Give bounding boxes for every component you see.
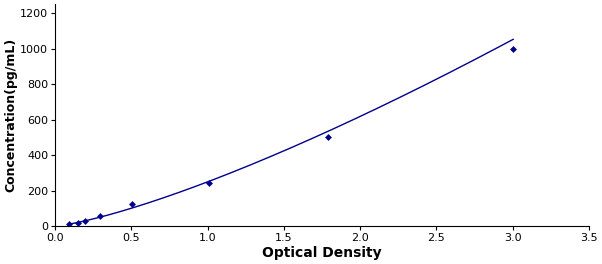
X-axis label: Optical Density: Optical Density — [262, 246, 382, 260]
Y-axis label: Concentration(pg/mL): Concentration(pg/mL) — [4, 38, 17, 192]
